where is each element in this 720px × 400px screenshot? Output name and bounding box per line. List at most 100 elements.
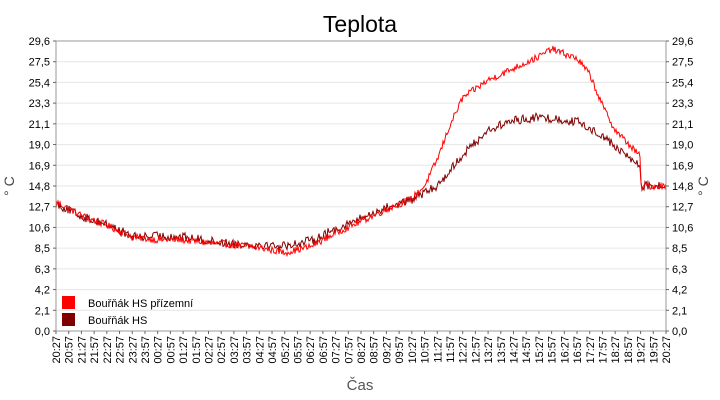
legend-swatch: [62, 313, 75, 326]
data-point: [208, 242, 210, 244]
y-axis-label-right: ° C: [695, 176, 711, 196]
x-tick-label: 00:27: [153, 336, 165, 364]
y-tick-label-left: 2,1: [35, 305, 50, 317]
x-tick-label: 23:57: [140, 336, 152, 364]
y-tick-label-left: 4,2: [35, 285, 50, 297]
legend-label: Bouřňák HS přízemní: [88, 298, 193, 310]
data-point: [284, 252, 286, 254]
x-tick-label: 12:27: [458, 336, 470, 364]
y-tick-label-right: 8,5: [672, 243, 687, 255]
x-tick-label: 22:27: [102, 336, 114, 364]
data-point: [449, 124, 451, 126]
data-point: [259, 247, 261, 249]
x-tick-label: 20:27: [661, 336, 673, 364]
y-tick-label-left: 6,3: [35, 264, 50, 276]
data-point: [551, 118, 553, 120]
y-tick-label-left: 16,9: [29, 160, 50, 172]
x-tick-label: 01:57: [191, 336, 203, 364]
chart-title: Teplota: [323, 11, 397, 37]
x-tick-label: 13:27: [483, 336, 495, 364]
data-point: [564, 120, 566, 122]
data-point: [309, 246, 311, 248]
x-tick-label: 19:57: [648, 336, 660, 364]
data-point: [233, 244, 235, 246]
x-axis-label: Čas: [347, 377, 374, 394]
y-tick-label-left: 23,3: [29, 98, 50, 110]
legend-swatch: [62, 296, 75, 309]
x-tick-label: 15:57: [547, 336, 559, 364]
x-tick-label: 17:27: [585, 336, 597, 364]
x-tick-label: 01:27: [178, 336, 190, 364]
data-point: [576, 121, 578, 123]
x-tick-label: 16:57: [572, 336, 584, 364]
x-tick-label: 11:27: [432, 336, 444, 363]
x-tick-label: 22:57: [115, 336, 127, 364]
y-tick-label-right: 29,6: [672, 36, 693, 48]
series-group: [55, 45, 667, 258]
y-tick-label-left: 10,6: [29, 222, 50, 234]
y-tick-label-left: 0,0: [35, 326, 50, 338]
x-tick-label: 04:27: [254, 336, 266, 364]
data-point: [640, 156, 642, 158]
x-tick-label: 06:27: [305, 336, 317, 364]
data-point: [487, 79, 489, 81]
data-point: [424, 185, 426, 187]
x-tick-label: 07:57: [343, 336, 355, 364]
y-tick-label-left: 27,5: [29, 57, 50, 69]
y-tick-label-right: 16,9: [672, 160, 693, 172]
y-tick-label-right: 12,7: [672, 202, 693, 214]
data-point: [309, 240, 311, 242]
data-point: [462, 97, 464, 99]
data-point: [614, 129, 616, 131]
data-point: [284, 245, 286, 247]
x-tick-label: 05:57: [292, 336, 304, 364]
data-point: [513, 68, 515, 70]
data-point: [411, 198, 413, 200]
y-axis-right: 0,0 2,1 4,2 6,3 8,5 10,6 12,7 14,8 16,9 19,0 21,1 2…: [666, 36, 693, 338]
data-point: [589, 128, 591, 130]
x-tick-label: 00:57: [165, 336, 177, 364]
x-tick-label: 03:27: [229, 336, 241, 364]
y-tick-label-right: 0,0: [672, 326, 687, 338]
y-tick-label-right: 2,1: [672, 305, 687, 317]
data-point: [157, 239, 159, 241]
y-axis-left: 0,0 2,1 4,2 6,3 8,5 10,6 12,7 14,8 16,9 19,0 21,1 2…: [29, 36, 56, 338]
x-tick-label: 03:57: [242, 336, 254, 364]
y-tick-label-right: 27,5: [672, 57, 693, 69]
y-tick-label-left: 25,4: [29, 77, 50, 89]
x-tick-label: 16:27: [559, 336, 571, 364]
series-line-1: [55, 45, 667, 258]
data-point: [551, 48, 553, 50]
y-tick-label-right: 14,8: [672, 181, 693, 193]
x-tick-label: 02:57: [216, 336, 228, 364]
x-tick-label: 09:27: [381, 336, 393, 364]
legend-label: Bouřňák HS: [88, 315, 147, 327]
data-point: [131, 236, 133, 238]
data-point: [81, 215, 83, 217]
y-tick-label-left: 29,6: [29, 36, 50, 48]
x-tick-label: 12:57: [470, 336, 482, 364]
y-tick-label-right: 21,1: [672, 119, 693, 131]
x-tick-label: 21:57: [89, 336, 101, 364]
y-tick-label-left: 21,1: [29, 119, 50, 131]
x-tick-label: 19:27: [636, 336, 648, 364]
data-point: [538, 117, 540, 119]
data-point: [576, 58, 578, 60]
x-tick-label: 08:27: [356, 336, 368, 364]
x-tick-label: 14:27: [509, 336, 521, 364]
y-tick-label-left: 12,7: [29, 202, 50, 214]
x-tick-label: 13:57: [496, 336, 508, 364]
data-point: [386, 209, 388, 211]
x-tick-label: 05:27: [280, 336, 292, 364]
data-point: [386, 207, 388, 209]
data-point: [513, 120, 515, 122]
x-tick-label: 06:57: [318, 336, 330, 364]
y-tick-label-left: 8,5: [35, 243, 50, 255]
x-tick-label: 17:57: [597, 336, 609, 364]
x-tick-label: 10:27: [407, 336, 419, 364]
x-tick-label: 18:27: [610, 336, 622, 364]
x-tick-label: 18:57: [623, 336, 635, 364]
y-axis-label-left: ° C: [1, 176, 17, 196]
data-point: [462, 154, 464, 156]
